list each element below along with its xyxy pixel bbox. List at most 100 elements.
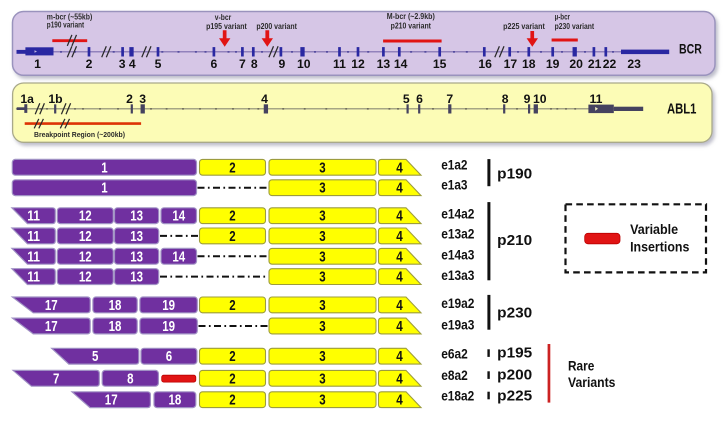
- svg-text:4: 4: [129, 57, 136, 71]
- svg-text:1b: 1b: [48, 92, 62, 106]
- svg-text:13: 13: [130, 229, 143, 245]
- svg-text:11: 11: [27, 229, 40, 245]
- svg-text:11: 11: [333, 57, 346, 71]
- svg-text:3: 3: [319, 393, 325, 409]
- svg-text:4: 4: [396, 181, 403, 197]
- svg-text:4: 4: [396, 209, 403, 225]
- svg-text:18: 18: [169, 393, 182, 409]
- svg-text:v-bcr: v-bcr: [215, 13, 231, 22]
- svg-text:14: 14: [394, 57, 408, 71]
- svg-text:4: 4: [261, 92, 268, 106]
- svg-text:e1a3: e1a3: [441, 178, 467, 194]
- svg-text:e13a2: e13a2: [441, 227, 474, 243]
- svg-text:4: 4: [396, 371, 403, 387]
- svg-text:17: 17: [45, 298, 58, 314]
- svg-text:p190 variant: p190 variant: [47, 21, 85, 30]
- svg-text:7: 7: [239, 57, 246, 71]
- svg-text:1: 1: [34, 57, 41, 71]
- svg-text:3: 3: [119, 57, 126, 71]
- svg-text:2: 2: [229, 298, 235, 314]
- svg-text:e19a3: e19a3: [441, 317, 474, 333]
- svg-text:p210: p210: [497, 233, 532, 249]
- svg-text:p225 variant: p225 variant: [503, 22, 545, 31]
- svg-text:e18a2: e18a2: [441, 389, 474, 405]
- svg-text:10: 10: [297, 57, 311, 71]
- svg-text:9: 9: [279, 57, 286, 71]
- svg-text:9: 9: [524, 92, 531, 106]
- svg-text:12: 12: [79, 229, 92, 245]
- svg-text:3: 3: [319, 319, 325, 335]
- svg-text:10: 10: [533, 92, 547, 106]
- svg-text:p230: p230: [497, 306, 532, 322]
- svg-text:3: 3: [319, 181, 325, 197]
- svg-text:3: 3: [319, 298, 325, 314]
- svg-text:5: 5: [92, 349, 98, 365]
- svg-text:2: 2: [229, 393, 235, 409]
- svg-text:p200 variant: p200 variant: [256, 22, 297, 31]
- svg-text:4: 4: [396, 393, 403, 409]
- svg-text:e8a2: e8a2: [441, 368, 468, 384]
- svg-text:4: 4: [396, 319, 403, 335]
- svg-text:e19a2: e19a2: [441, 296, 474, 312]
- svg-text:2: 2: [229, 349, 235, 365]
- svg-text:8: 8: [502, 92, 509, 106]
- svg-text:13: 13: [377, 57, 391, 71]
- svg-text:14: 14: [172, 209, 185, 225]
- svg-text:e1a2: e1a2: [441, 158, 467, 174]
- svg-text:21: 21: [588, 57, 602, 71]
- svg-text:2: 2: [86, 57, 93, 71]
- svg-text:7: 7: [53, 371, 59, 387]
- svg-text:BCR: BCR: [679, 42, 702, 58]
- svg-text:17: 17: [504, 57, 518, 71]
- svg-text:19: 19: [162, 319, 175, 335]
- svg-text:3: 3: [139, 92, 146, 106]
- svg-text:8: 8: [251, 57, 258, 71]
- svg-text:1: 1: [101, 181, 107, 197]
- svg-text:3: 3: [319, 349, 325, 365]
- svg-text:19: 19: [162, 298, 175, 314]
- svg-text:4: 4: [396, 229, 403, 245]
- svg-text:3: 3: [319, 371, 325, 387]
- svg-text:14: 14: [172, 249, 185, 265]
- svg-text:p230 variant: p230 variant: [555, 22, 595, 31]
- svg-text:13: 13: [130, 249, 143, 265]
- svg-text:p190: p190: [497, 166, 532, 182]
- svg-text:23: 23: [627, 57, 641, 71]
- svg-text:p225: p225: [497, 389, 532, 405]
- svg-text:2: 2: [229, 160, 235, 176]
- svg-text:4: 4: [396, 249, 403, 265]
- svg-text:4: 4: [396, 270, 403, 286]
- svg-text:3: 3: [319, 270, 325, 286]
- svg-text:e13a3: e13a3: [441, 268, 474, 284]
- svg-text:6: 6: [166, 349, 172, 365]
- svg-text:11: 11: [590, 92, 603, 106]
- svg-text:5: 5: [403, 92, 410, 106]
- svg-text:2: 2: [126, 92, 133, 106]
- svg-text:p200: p200: [497, 368, 532, 384]
- svg-text:12: 12: [79, 209, 92, 225]
- svg-text:6: 6: [416, 92, 423, 106]
- svg-text:p210 variant: p210 variant: [391, 22, 432, 31]
- svg-text:1a: 1a: [20, 92, 34, 106]
- svg-text:6: 6: [211, 57, 218, 71]
- svg-text:19: 19: [546, 57, 560, 71]
- svg-text:1: 1: [101, 160, 107, 176]
- svg-text:4: 4: [396, 160, 403, 176]
- svg-text:µ-bcr: µ-bcr: [555, 12, 570, 21]
- svg-text:8: 8: [127, 371, 133, 387]
- svg-text:20: 20: [569, 57, 583, 71]
- svg-text:17: 17: [45, 319, 58, 335]
- svg-text:3: 3: [319, 209, 325, 225]
- svg-text:3: 3: [319, 229, 325, 245]
- svg-text:18: 18: [109, 319, 122, 335]
- svg-text:2: 2: [229, 371, 235, 387]
- svg-text:12: 12: [79, 270, 92, 286]
- svg-text:3: 3: [319, 249, 325, 265]
- svg-text:3: 3: [319, 160, 325, 176]
- svg-text:11: 11: [27, 249, 40, 265]
- svg-text:e14a2: e14a2: [441, 207, 474, 223]
- svg-text:p195: p195: [497, 346, 532, 362]
- svg-text:11: 11: [27, 270, 40, 286]
- svg-text:16: 16: [478, 57, 492, 71]
- svg-text:Variants: Variants: [568, 375, 616, 390]
